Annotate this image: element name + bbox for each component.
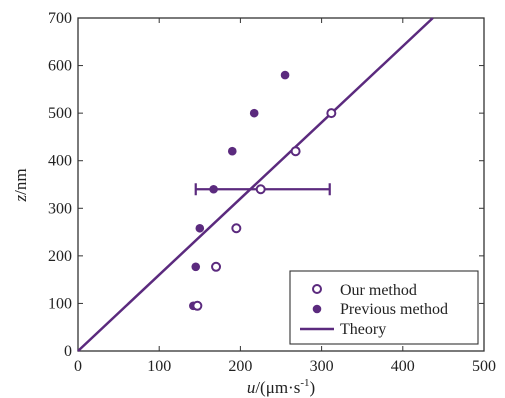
x-axis-label: u/(μm·s-1) bbox=[247, 377, 315, 397]
x-tick-label: 400 bbox=[391, 358, 415, 375]
plot-area-frame bbox=[77, 17, 485, 352]
y-tick-label: 100 bbox=[48, 295, 72, 312]
our-method-point bbox=[192, 300, 203, 311]
x-axis-label-close: ) bbox=[310, 378, 316, 397]
previous-method-point bbox=[249, 108, 259, 118]
y-tick-label: 300 bbox=[48, 200, 72, 217]
previous-method-point bbox=[209, 184, 218, 194]
x-axis-label-exponent: -1 bbox=[300, 377, 309, 389]
legend-label-theory: Theory bbox=[340, 321, 386, 338]
x-axis-label-var: u bbox=[247, 378, 256, 397]
legend-marker-previous-method bbox=[312, 304, 322, 314]
data-points bbox=[189, 70, 337, 311]
legend-label-our-method: Our method bbox=[340, 282, 417, 299]
theory-line bbox=[77, 17, 434, 352]
legend-marker-our-method bbox=[312, 284, 322, 294]
y-tick-label: 600 bbox=[48, 58, 72, 75]
our-method-point bbox=[231, 223, 242, 234]
theory-series bbox=[77, 17, 434, 352]
legend-box bbox=[289, 270, 479, 345]
our-method-point bbox=[326, 108, 337, 119]
x-axis-label-unit: /(μm·s bbox=[255, 378, 300, 397]
previous-method-point bbox=[227, 146, 237, 156]
y-tick-label: 0 bbox=[64, 343, 72, 360]
our-method-point bbox=[211, 261, 222, 272]
legend-label-previous-method: Previous method bbox=[340, 301, 448, 318]
x-tick-label: 100 bbox=[147, 358, 171, 375]
legend: Our method Previous method Theory bbox=[289, 270, 479, 345]
y-axis-label-unit: /nm bbox=[11, 168, 30, 194]
our-method-point bbox=[290, 146, 301, 157]
previous-method-point bbox=[195, 223, 205, 233]
y-axis-label: z/nm bbox=[11, 168, 30, 202]
y-tick-label: 400 bbox=[48, 153, 72, 170]
our-method-point bbox=[255, 184, 266, 195]
x-tick-label: 500 bbox=[472, 358, 496, 375]
x-tick-label: 200 bbox=[228, 358, 252, 375]
x-tick-label: 300 bbox=[310, 358, 334, 375]
y-tick-label: 500 bbox=[48, 105, 72, 122]
y-axis-label-var: z bbox=[11, 195, 30, 203]
previous-method-point bbox=[280, 70, 290, 80]
y-tick-labels: 0 100 200 300 400 500 600 700 bbox=[48, 10, 72, 360]
x-tick-labels: 0 100 200 300 400 500 bbox=[74, 358, 496, 375]
x-tick-label: 0 bbox=[74, 358, 82, 375]
y-tick-label: 200 bbox=[48, 248, 72, 265]
y-tick-label: 700 bbox=[48, 10, 72, 27]
previous-method-point bbox=[191, 262, 201, 272]
